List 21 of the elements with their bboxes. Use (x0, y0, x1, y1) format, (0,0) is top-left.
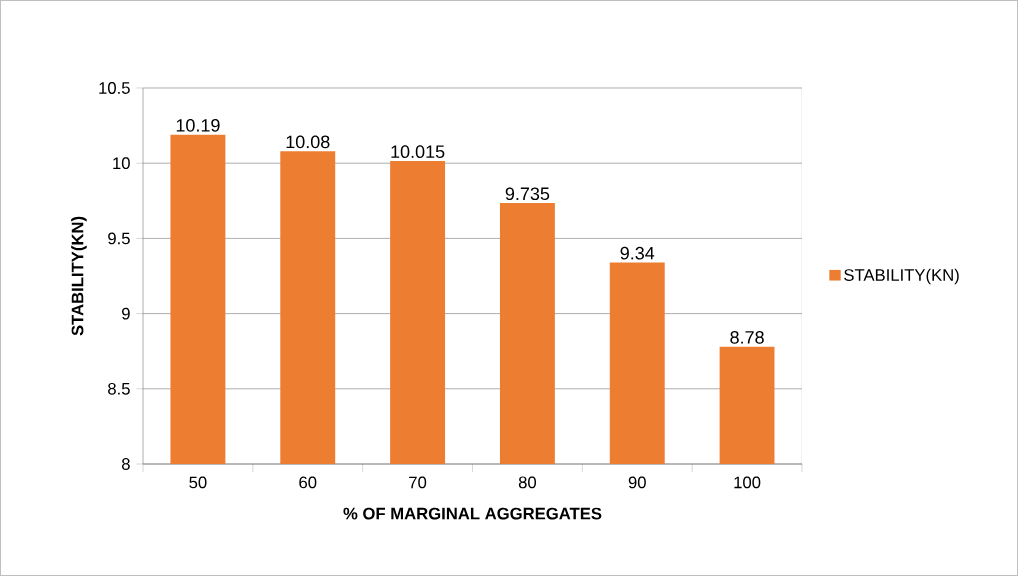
legend-label: STABILITY(KN) (844, 268, 959, 285)
y-tick-label: 10.5 (99, 82, 130, 94)
x-tick-label: 100 (734, 476, 761, 489)
y-axis-title: STABILITY(KN) (71, 216, 87, 336)
x-tick-label: 50 (189, 476, 207, 489)
x-tick-label: 80 (518, 476, 537, 489)
data-label: 9.34 (620, 246, 655, 260)
x-tick-label: 70 (409, 476, 427, 489)
x-axis-title: % OF MARGINAL AGGREGATES (343, 507, 602, 520)
data-label: 10.015 (391, 145, 445, 158)
y-tick-label: 8.5 (108, 382, 130, 395)
y-tick-label: 10 (113, 157, 130, 170)
data-label: 10.08 (286, 135, 330, 149)
data-label: 9.735 (505, 187, 550, 201)
x-tick-label: 60 (299, 476, 317, 489)
y-tick-label: 8 (121, 458, 130, 470)
x-tick-label: 90 (628, 476, 646, 489)
y-tick-label: 9 (122, 307, 130, 320)
y-tick-label: 9.5 (108, 232, 130, 245)
data-label: 8.78 (730, 331, 764, 344)
data-label: 10.19 (176, 118, 220, 132)
